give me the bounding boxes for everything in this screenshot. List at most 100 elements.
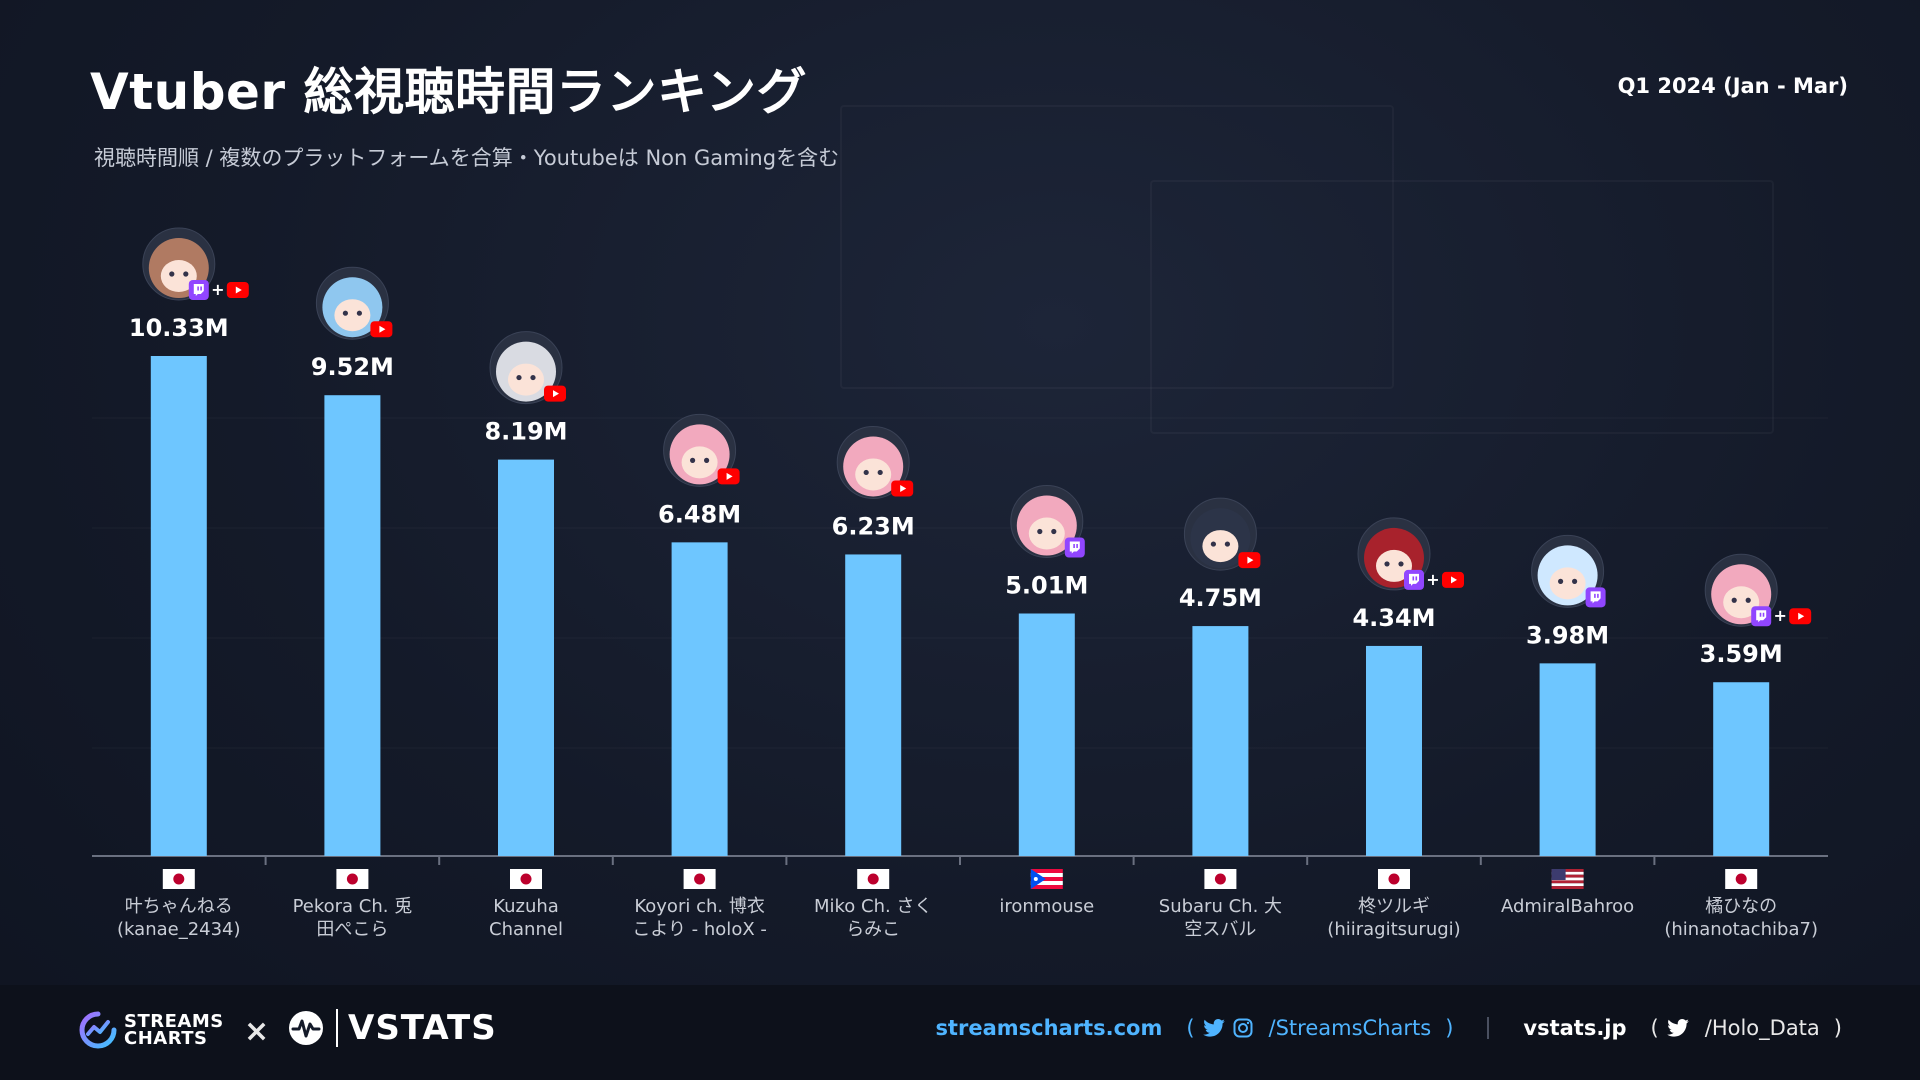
category-label: ironmouse	[999, 896, 1094, 917]
value-label: 8.19M	[484, 418, 567, 446]
page-title: Vtuber 総視聴時間ランキング	[90, 63, 807, 121]
flag-jp-icon	[857, 869, 890, 889]
avatar-white-hair	[489, 331, 563, 405]
category-label: 柊ツルギ	[1358, 896, 1430, 917]
bar	[324, 395, 381, 856]
twitch-icon	[1404, 569, 1424, 590]
youtube-icon	[370, 321, 393, 338]
value-label: 3.98M	[1526, 621, 1609, 649]
value-label: 10.33M	[129, 314, 229, 342]
avatar-panda	[1531, 534, 1605, 608]
bar	[1366, 645, 1422, 856]
streamscharts-logo-text: STREAMS CHARTS	[124, 1011, 224, 1049]
bar	[1192, 626, 1249, 856]
flag-jp-icon	[1725, 869, 1758, 889]
bar	[671, 542, 728, 856]
category-label: Koyori ch. 博衣	[634, 896, 764, 917]
vstats-logo-divider	[336, 1009, 338, 1047]
twitter-icon[interactable]	[1202, 1019, 1225, 1037]
bar-group: 10.33M + 叶ちゃんねる(kanae_2434)	[117, 227, 249, 940]
avatar-pink-hair	[836, 425, 910, 499]
youtube-icon	[544, 385, 566, 402]
flag-pr-icon	[1030, 869, 1063, 889]
flag-jp-icon	[336, 869, 369, 889]
category-label: 橘ひなの	[1705, 896, 1777, 917]
category-label: Subaru Ch. 大	[1159, 896, 1282, 917]
flag-us-icon	[1551, 869, 1584, 889]
bar-group: 3.59M + 橘ひなの(hinanotachiba7)	[1664, 553, 1818, 940]
flag-jp-icon	[1378, 869, 1410, 889]
youtube-icon	[1789, 608, 1812, 625]
value-label: 6.48M	[658, 500, 741, 528]
avatar-pink-hair	[1704, 553, 1778, 627]
category-label: AdmiralBahroo	[1501, 896, 1634, 917]
value-label: 5.01M	[1005, 572, 1088, 600]
twitch-icon	[1585, 587, 1606, 608]
youtube-icon	[717, 468, 740, 485]
bar	[150, 356, 207, 856]
ranking-bar-chart: 10.33M + 叶ちゃんねる(kanae_2434) 9.52M Pekora Ch.…	[92, 227, 1828, 940]
value-label: 4.75M	[1179, 584, 1262, 612]
bar	[845, 554, 902, 856]
streamscharts-logo: STREAMS CHARTS	[78, 1010, 224, 1050]
twitter-icon[interactable]	[1666, 1019, 1689, 1037]
category-label: (kanae_2434)	[117, 919, 241, 940]
category-label: Miko Ch. さく	[814, 896, 932, 917]
youtube-icon	[1238, 552, 1261, 569]
open-paren: (	[1650, 1016, 1659, 1040]
vstats-logo-icon	[289, 1011, 323, 1045]
footer-links: streamscharts.com ( /StreamsCharts ) vst…	[935, 1016, 1842, 1040]
plus-sign: +	[211, 280, 224, 299]
avatar-dark-hair	[1183, 497, 1257, 571]
streamscharts-site-link[interactable]: streamscharts.com	[935, 1016, 1163, 1040]
vstats-site-link[interactable]: vstats.jp	[1523, 1016, 1627, 1040]
flag-jp-icon	[1204, 869, 1237, 889]
instagram-icon[interactable]	[1233, 1018, 1253, 1038]
category-label: (hiiragitsurugi)	[1327, 919, 1460, 940]
vstats-handle[interactable]: /Holo_Data	[1704, 1016, 1820, 1040]
value-label: 3.59M	[1700, 640, 1783, 668]
youtube-icon	[891, 480, 914, 497]
flag-jp-icon	[162, 869, 195, 889]
category-label: Kuzuha	[493, 896, 559, 917]
bar	[1713, 682, 1770, 856]
close-paren: )	[1833, 1016, 1842, 1040]
plus-sign: +	[1773, 606, 1786, 625]
youtube-icon	[226, 282, 249, 298]
category-label: こより - holoX -	[632, 919, 767, 940]
category-label: らみこ	[846, 919, 900, 940]
period-label: Q1 2024 (Jan - Mar)	[1617, 74, 1848, 98]
value-label: 9.52M	[311, 353, 394, 381]
avatar-blue-hair	[315, 266, 389, 340]
footer-divider	[1487, 1017, 1490, 1039]
youtube-icon	[1442, 571, 1464, 588]
page-subtitle: 視聴時間順 / 複数のプラットフォームを合算・Youtubeは Non Gami…	[94, 146, 840, 170]
avatar-pink-hair	[663, 413, 737, 487]
avatar-pink-hair	[1010, 485, 1084, 559]
twitch-icon	[188, 280, 209, 300]
vstats-logo-text: VSTATS	[348, 1008, 497, 1048]
twitch-icon	[1751, 606, 1772, 627]
bar	[1018, 613, 1075, 856]
open-paren: (	[1186, 1016, 1195, 1040]
category-label: 空スバル	[1184, 919, 1256, 940]
bar-group: 4.34M + 柊ツルギ(hiiragitsurugi)	[1327, 517, 1464, 940]
twitch-icon	[1064, 537, 1085, 558]
streamscharts-logo-icon	[79, 1011, 117, 1049]
plus-sign: +	[1426, 570, 1439, 589]
streamscharts-social: ( /StreamsCharts )	[1186, 1016, 1453, 1040]
streamscharts-handle[interactable]: /StreamsCharts	[1268, 1016, 1432, 1040]
category-label: (hinanotachiba7)	[1664, 919, 1818, 940]
value-label: 6.23M	[832, 512, 915, 540]
category-label: 田ぺこら	[316, 919, 388, 940]
category-label: 叶ちゃんねる	[125, 896, 233, 917]
close-paren: )	[1445, 1016, 1454, 1040]
flag-jp-icon	[683, 869, 716, 889]
bar	[498, 459, 554, 856]
bar	[1539, 663, 1596, 856]
